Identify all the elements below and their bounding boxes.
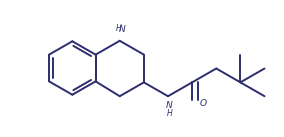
- Text: N: N: [166, 101, 173, 110]
- Text: H: H: [166, 109, 172, 118]
- Text: O: O: [200, 99, 207, 108]
- Text: N: N: [119, 25, 126, 34]
- Text: H: H: [116, 24, 121, 33]
